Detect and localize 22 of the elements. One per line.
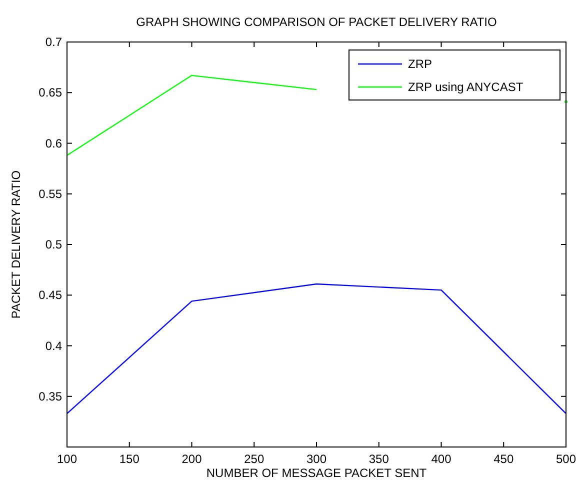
x-tick-label: 400 — [431, 452, 452, 466]
legend-label: ZRP using ANYCAST — [408, 80, 524, 94]
y-tick-label: 0.35 — [38, 389, 62, 404]
x-tick-label: 200 — [182, 452, 202, 466]
y-tick-label: 0.55 — [38, 186, 62, 201]
y-tick-label: 0.7 — [45, 35, 62, 49]
x-tick-label: 450 — [494, 452, 514, 466]
x-axis-title: NUMBER OF MESSAGE PACKET SENT — [206, 466, 428, 480]
y-tick-label: 0.4 — [45, 338, 62, 353]
y-tick-label: 0.5 — [45, 238, 62, 252]
chart-title: GRAPH SHOWING COMPARISON OF PACKET DELIVERY RATIO — [136, 15, 497, 29]
x-tick-label: 500 — [556, 452, 576, 466]
y-axis-title: PACKET DELIVERY RATIO — [9, 170, 23, 319]
x-tick-label: 300 — [306, 452, 327, 466]
x-tick-label: 150 — [119, 452, 140, 466]
x-tick-label: 350 — [368, 452, 390, 466]
legend-label: ZRP — [408, 57, 432, 71]
x-tick-label: 100 — [56, 452, 78, 466]
y-tick-label: 0.65 — [38, 86, 62, 100]
y-tick-label: 0.45 — [38, 288, 62, 302]
x-tick-label: 250 — [244, 452, 264, 466]
y-tick-label: 0.6 — [45, 136, 62, 150]
